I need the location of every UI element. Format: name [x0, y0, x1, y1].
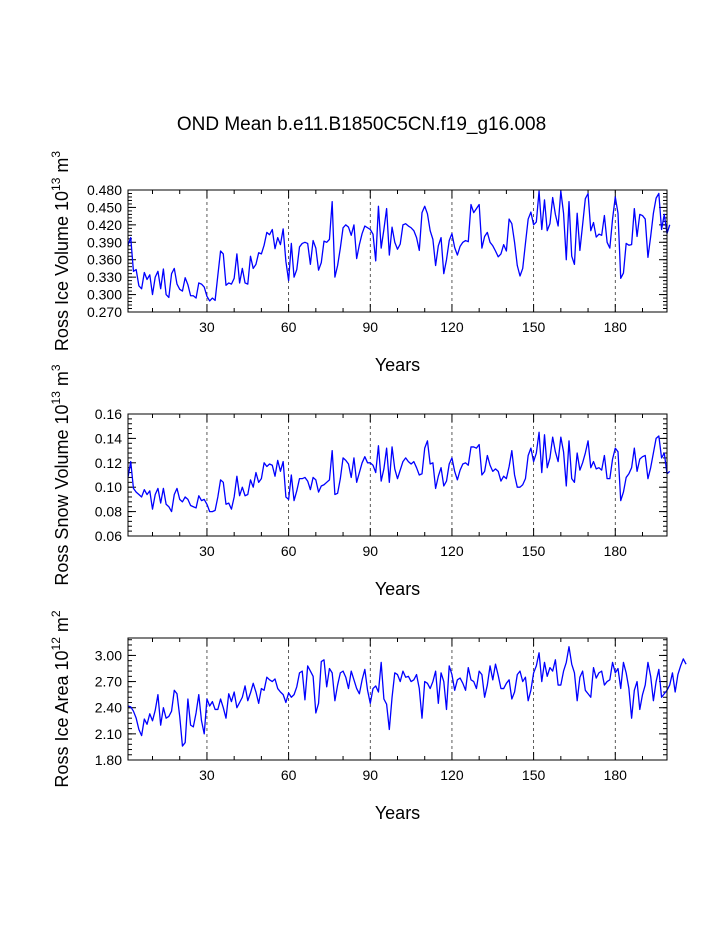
x-tick-label: 150	[522, 543, 546, 559]
chart-panel-2: 30 60 90 120 150 180 0.06 0.08 0.10 0.12 0.14 0.16 Y…	[49, 364, 671, 599]
y-tick-label: 0.270	[87, 304, 122, 320]
plot-frame	[127, 413, 668, 537]
x-tick-label: 120	[440, 543, 464, 559]
series-line	[127, 190, 671, 302]
x-tick-label: 180	[604, 767, 628, 783]
y-axis-title-unit: m	[52, 617, 72, 637]
y-axis-title-unit: m	[52, 371, 72, 391]
y-axis-title-unit: m	[52, 158, 72, 178]
x-axis-title: Years	[375, 579, 420, 599]
y-tick-label: 3.00	[95, 647, 122, 663]
series-line	[127, 431, 671, 513]
y-tick-label: 2.10	[95, 726, 122, 742]
x-tick-label: 150	[522, 767, 546, 783]
y-tick-label: 0.14	[95, 430, 122, 446]
x-tick-label: 60	[281, 543, 297, 559]
y-tick-label: 0.330	[87, 269, 122, 285]
y-tick-label: 0.12	[95, 455, 122, 471]
y-tick-label: 0.10	[95, 479, 122, 495]
x-tick-label: 180	[604, 319, 628, 335]
x-tick-label: 60	[281, 767, 297, 783]
y-tick-label: 0.16	[95, 406, 122, 422]
y-tick-label: 1.80	[95, 752, 122, 768]
y-tick-label: 0.300	[87, 287, 122, 303]
y-axis-title: Ross Ice Volume 1013 m3	[49, 151, 72, 351]
y-tick-label: 0.390	[87, 234, 122, 250]
x-tick-label: 30	[199, 319, 215, 335]
x-tick-label: 90	[362, 319, 378, 335]
y-tick-label: 0.450	[87, 199, 122, 215]
y-axis-title: Ross Ice Area 1012 m2	[49, 610, 72, 787]
x-tick-label: 90	[362, 543, 378, 559]
y-axis-title-unit-exponent: 2	[49, 610, 63, 617]
y-axis-title: Ross Snow Volume 1013 m3	[49, 364, 72, 585]
x-tick-label: 30	[199, 543, 215, 559]
y-axis-title-exponent: 13	[49, 391, 63, 405]
x-axis-title: Years	[375, 355, 420, 375]
x-tick-label: 30	[199, 767, 215, 783]
y-axis-title-unit-exponent: 3	[49, 364, 63, 371]
y-tick-label: 2.70	[95, 674, 122, 690]
y-axis-title-unit-exponent: 3	[49, 151, 63, 158]
plot-frame	[127, 189, 668, 313]
y-axis-title-text: Ross Ice Area 10	[52, 650, 72, 787]
plot-frame	[127, 637, 668, 761]
x-tick-label: 150	[522, 319, 546, 335]
x-tick-label: 60	[281, 319, 297, 335]
x-tick-label: 90	[362, 767, 378, 783]
y-tick-label: 2.40	[95, 700, 122, 716]
x-tick-label: 120	[440, 319, 464, 335]
y-axis-title-exponent: 12	[49, 637, 63, 651]
y-axis-title-text: Ross Snow Volume 10	[52, 404, 72, 585]
y-tick-label: 0.420	[87, 217, 122, 233]
y-axis-title-exponent: 13	[49, 177, 63, 191]
x-tick-label: 120	[440, 767, 464, 783]
x-axis-title: Years	[375, 803, 420, 823]
x-tick-label: 180	[604, 543, 628, 559]
y-tick-label: 0.360	[87, 252, 122, 268]
series-line	[127, 646, 687, 747]
figure-title: OND Mean b.e11.B1850C5CN.f19_g16.008	[176, 114, 547, 135]
y-tick-label: 0.06	[95, 528, 122, 544]
y-axis-title-text: Ross Ice Volume 10	[52, 191, 72, 351]
y-tick-label: 0.08	[95, 504, 122, 520]
chart-panel-3: 30 60 90 120 150 180 1.80 2.10 2.40 2.70 3.00 Years…	[49, 610, 687, 823]
y-tick-label: 0.480	[87, 182, 122, 198]
